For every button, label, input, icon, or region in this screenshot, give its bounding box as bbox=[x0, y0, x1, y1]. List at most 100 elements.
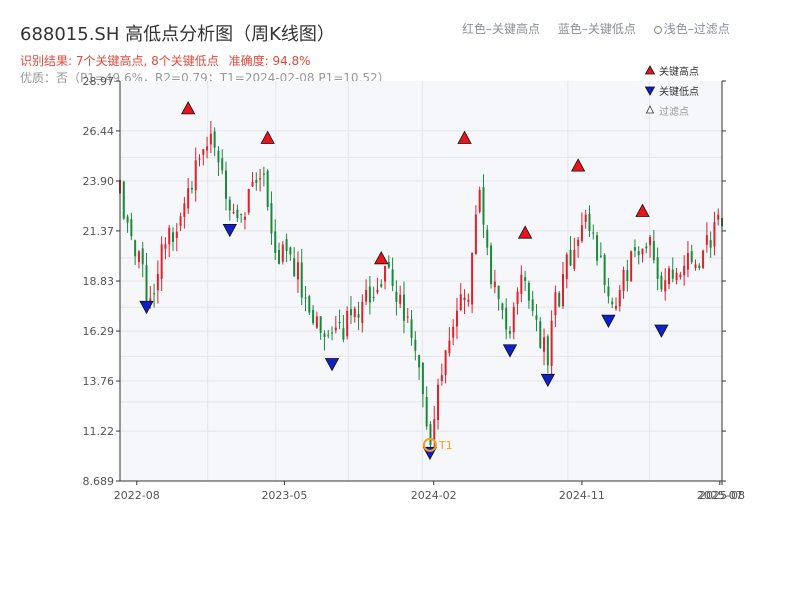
legend-high-label: 关键高点 bbox=[659, 65, 699, 78]
candle-down bbox=[569, 249, 572, 266]
candle-down bbox=[645, 246, 648, 249]
legend-filtered-text: 浅色–过滤点 bbox=[663, 22, 730, 36]
candle-down bbox=[228, 199, 231, 211]
key-high-marker bbox=[457, 130, 472, 144]
candle-down bbox=[122, 181, 125, 219]
candle-up bbox=[702, 250, 705, 268]
candle-up bbox=[614, 305, 617, 309]
candle-up bbox=[675, 272, 678, 281]
candle-down bbox=[709, 240, 712, 248]
candle-down bbox=[274, 231, 277, 253]
key-low-marker bbox=[540, 373, 556, 388]
y-tick-label: 11.22 bbox=[83, 425, 115, 438]
candle-down bbox=[690, 251, 693, 263]
candle-down bbox=[240, 214, 243, 216]
candle-down bbox=[652, 241, 655, 261]
candle-up bbox=[440, 375, 443, 382]
candle-up bbox=[187, 188, 190, 209]
candle-down bbox=[368, 286, 371, 303]
candle-down bbox=[134, 240, 137, 257]
candle-up bbox=[433, 419, 436, 440]
key-high-marker bbox=[180, 101, 196, 115]
candle-up bbox=[565, 254, 568, 279]
candle-down bbox=[289, 247, 292, 255]
candle-up bbox=[164, 244, 167, 249]
candle-down bbox=[331, 332, 334, 334]
candle-up bbox=[554, 292, 557, 316]
candle-up bbox=[584, 214, 587, 222]
x-tick-label: 2024-11 bbox=[559, 489, 605, 502]
candle-down bbox=[213, 131, 216, 148]
low-marker-legend-icon bbox=[644, 86, 656, 96]
candle-up bbox=[471, 252, 474, 305]
candle-down bbox=[308, 296, 311, 313]
x-tick-label: 2025-08 bbox=[699, 489, 745, 502]
candle-down bbox=[319, 316, 322, 333]
candle-up bbox=[315, 316, 318, 328]
candle-down bbox=[130, 219, 133, 237]
candle-up bbox=[437, 384, 440, 421]
candle-down bbox=[535, 315, 538, 320]
candle-up bbox=[452, 326, 455, 338]
candle-up bbox=[561, 274, 564, 307]
candle-up bbox=[459, 294, 462, 310]
y-tick-label: 18.83 bbox=[83, 275, 115, 288]
candle-up bbox=[679, 274, 682, 278]
candle-down bbox=[402, 294, 405, 321]
grid-lines bbox=[120, 81, 722, 481]
chart-title: 688015.SH 高低点分析图（周K线图） bbox=[20, 24, 335, 45]
candle-down bbox=[671, 269, 674, 279]
candle-up bbox=[384, 265, 387, 282]
t1-circle-marker bbox=[422, 437, 437, 452]
candle-up bbox=[580, 225, 583, 241]
candle-up bbox=[550, 320, 553, 366]
candle-down bbox=[539, 321, 542, 348]
x-tick-label: 2025-07 bbox=[697, 489, 743, 502]
candle-down bbox=[217, 150, 220, 163]
candle-down bbox=[546, 336, 549, 366]
candle-down bbox=[153, 293, 156, 295]
key-low-marker bbox=[324, 358, 340, 372]
candle-up bbox=[474, 214, 477, 255]
candle-up bbox=[406, 316, 409, 318]
candle-down bbox=[607, 286, 610, 297]
candle-up bbox=[232, 212, 235, 214]
candle-down bbox=[300, 262, 303, 298]
candle-down bbox=[278, 250, 281, 264]
candle-up bbox=[694, 264, 697, 269]
candle-up bbox=[686, 253, 689, 270]
candle-down bbox=[599, 255, 602, 257]
candle-up bbox=[664, 280, 667, 292]
candle-down bbox=[414, 339, 417, 351]
candle-down bbox=[255, 179, 258, 183]
candle-down bbox=[323, 333, 326, 338]
candle-up bbox=[516, 291, 519, 305]
legend-key-low-text: 蓝色–关键低点 bbox=[557, 22, 636, 36]
candle-down bbox=[633, 247, 636, 251]
candle-up bbox=[198, 158, 201, 160]
candle-up bbox=[160, 244, 163, 279]
candle-up bbox=[705, 235, 708, 245]
candle-up bbox=[202, 149, 205, 155]
header-legend: 红色–关键高点 蓝色–关键低点 浅色–过滤点 bbox=[462, 20, 744, 37]
candle-down bbox=[603, 254, 606, 286]
candle-up bbox=[717, 214, 720, 220]
candle-down bbox=[285, 239, 288, 252]
candle-down bbox=[380, 284, 383, 287]
legend-filtered-item: 浅色–过滤点 bbox=[653, 22, 744, 36]
candle-down bbox=[637, 250, 640, 256]
candle-down bbox=[531, 299, 534, 311]
x-tick-label: 2023-05 bbox=[261, 489, 307, 502]
candle-down bbox=[395, 291, 398, 302]
candle-down bbox=[596, 235, 599, 261]
candle-down bbox=[497, 285, 500, 300]
candle-down bbox=[304, 297, 307, 299]
candle-down bbox=[141, 248, 144, 265]
candle-down bbox=[262, 173, 265, 175]
candle-down bbox=[266, 170, 269, 207]
filtered-marker-legend-icon bbox=[645, 105, 655, 114]
candle-down bbox=[349, 309, 352, 316]
circle-icon bbox=[653, 26, 662, 34]
key-high-marker bbox=[517, 225, 533, 239]
candle-up bbox=[334, 327, 337, 331]
